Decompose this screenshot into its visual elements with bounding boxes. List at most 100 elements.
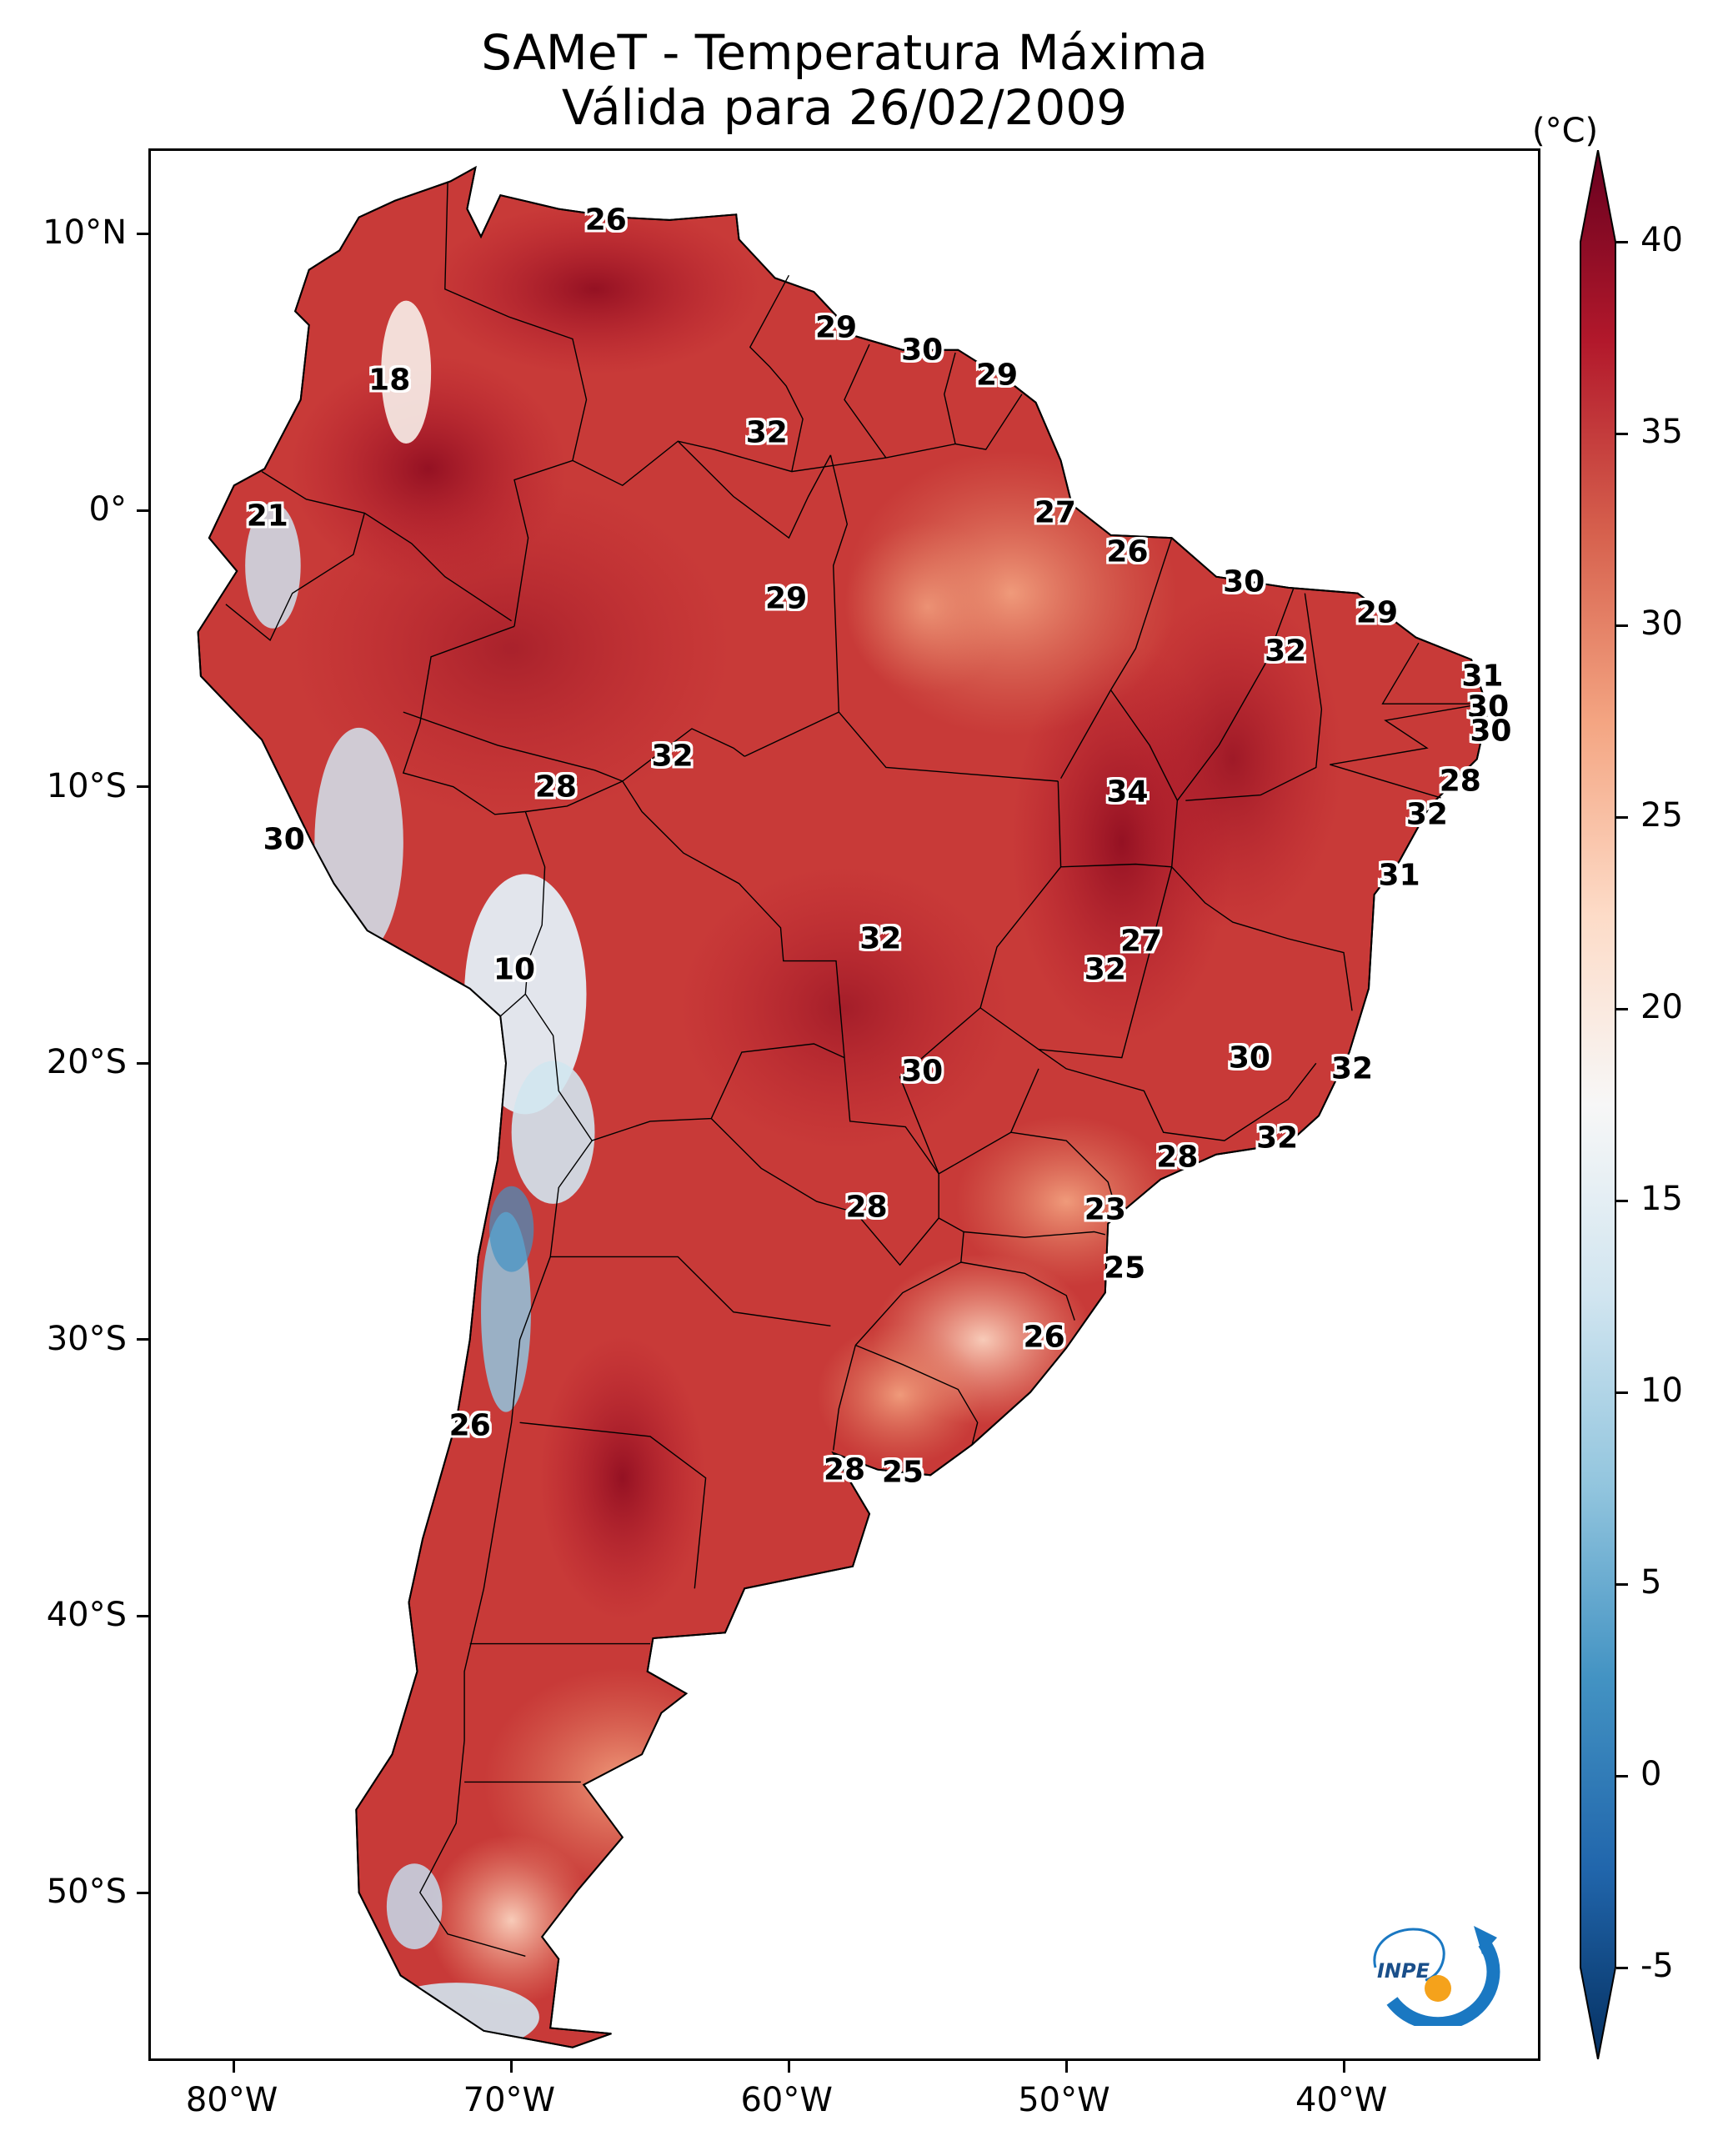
border-state-ne (1330, 642, 1483, 799)
border-guiana-brazil (572, 394, 1023, 487)
logo-text: INPE (1377, 1959, 1430, 1983)
lat-label: 30°S (46, 1319, 127, 1358)
hot-core-amazon-west (289, 477, 734, 820)
contour-label: 30 (1467, 689, 1510, 724)
lon-label: 40°W (1295, 2081, 1388, 2119)
border-guyana-suriname (844, 343, 887, 459)
contour-label: 21 (246, 499, 288, 534)
coldest-andes (489, 1186, 534, 1272)
border-state-sp-pr (1010, 1131, 1117, 1211)
hot-core-argentina (538, 1335, 706, 1622)
lat-label: 50°S (46, 1873, 127, 1912)
hot-core-venezuela (428, 203, 762, 375)
cold-peru-andes (314, 727, 403, 957)
mild-area-amazon (844, 521, 1011, 693)
lon-tick-mark (510, 2061, 513, 2073)
mild-area-uruguay (816, 1323, 984, 1467)
cold-patagonian-icefield (386, 1863, 443, 1950)
contour-label: 28 (1439, 764, 1481, 799)
contour-label: 32 (651, 739, 694, 774)
border-peru-brazil (402, 625, 526, 815)
cool-colombia-andes (381, 300, 432, 444)
contour-label: 32 (1256, 1121, 1299, 1156)
border-uruguay-argentina (833, 1345, 856, 1451)
colorbar-tick-mark (1616, 240, 1628, 243)
colorbar-tick-mark (1616, 624, 1628, 627)
lon-tick-mark (233, 2061, 236, 2073)
cold-ecuador-andes (245, 502, 301, 629)
border-suriname-guiana (944, 352, 956, 444)
contour-label: 32 (745, 415, 788, 450)
border-brazil-colombia (513, 459, 573, 627)
contour-label: 26 (448, 1408, 491, 1443)
border-state-amazonas-para (829, 454, 849, 713)
contour-label: 32 (1084, 952, 1126, 987)
lon-label: 70°W (463, 2081, 556, 2119)
hot-core-pantanal (678, 865, 1011, 1151)
border-state-pr-sc (964, 1231, 1105, 1238)
colorbar-tick-mark (1616, 1391, 1628, 1394)
lat-label: 10°S (46, 766, 127, 805)
lon-label: 80°W (185, 2081, 278, 2119)
contour-label: 23 (1084, 1192, 1126, 1227)
contour-label: 25 (881, 1455, 924, 1490)
contour-label: 29 (1355, 595, 1399, 630)
colorbar-body (1580, 150, 1616, 2059)
contour-label: 26 (1023, 1320, 1065, 1355)
contour-label: 32 (1405, 797, 1448, 832)
country-borders (225, 181, 1483, 1957)
border-state-ms-sp (899, 1007, 1039, 1175)
cold-puna (511, 1060, 595, 1204)
contour-label: 30 (901, 1054, 944, 1089)
colorbar-tick-label: 5 (1640, 1563, 1662, 1602)
border-peru-bolivia (499, 811, 546, 1017)
lat-label: 20°S (46, 1043, 127, 1082)
contour-label: 34 (1106, 775, 1149, 810)
map-frame (148, 148, 1540, 2061)
lon-tick-mark (787, 2061, 790, 2073)
lon-label: 60°W (740, 2081, 833, 2119)
contour-label: 32 (1330, 1051, 1374, 1086)
south-america-land (197, 165, 1490, 2048)
lat-tick-mark (137, 1061, 148, 1065)
border-brazil-bolivia (525, 780, 845, 1058)
border-paraguay-argentina (710, 1118, 939, 1266)
contour-label: 27 (1120, 924, 1163, 959)
contour-label: 30 (901, 333, 944, 368)
contour-label: 25 (1104, 1251, 1146, 1286)
border-state-sc-rs (960, 1261, 1075, 1321)
border-venezuela-guyana (749, 274, 804, 472)
colorbar (1580, 150, 1616, 2059)
lat-tick-mark (137, 232, 148, 235)
map-subtitle: Válida para 26/02/2009 (561, 79, 1128, 136)
border-chile-bolivia-argentina (418, 994, 594, 1957)
contour-label: 30 (263, 822, 305, 857)
lat-tick-mark (137, 1614, 148, 1617)
colorbar-unit: (°C) (1532, 112, 1599, 150)
border-argentina-provinces-2 (519, 1421, 707, 1589)
colorbar-tick-mark (1616, 1199, 1628, 1202)
border-argentina-provinces (550, 1256, 831, 1326)
contour-label: 28 (845, 1190, 888, 1225)
cool-area-south-patagonia (428, 1834, 595, 2007)
contour-label: 29 (814, 310, 858, 345)
colorbar-tick-mark (1616, 815, 1628, 819)
contour-label: 30 (1470, 714, 1512, 749)
colorbar-tick-mark (1616, 1582, 1628, 1586)
border-state-amazonas-acre (403, 711, 624, 782)
lat-tick-mark (137, 785, 148, 789)
colorbar-tick-mark (1616, 1774, 1628, 1777)
contour-label: 26 (584, 203, 627, 238)
contour-label: 32 (1265, 634, 1307, 669)
lat-tick-mark (137, 1338, 148, 1341)
colorbar-tick-label: 40 (1640, 221, 1683, 259)
lat-label: 40°S (46, 1596, 127, 1635)
border-state-amazonas-rondonia (622, 728, 745, 782)
border-paraguay-brazil (844, 1057, 939, 1218)
contour-label: 32 (859, 921, 902, 956)
contour-label: 29 (765, 581, 808, 616)
border-colombia-peru-ecuador (261, 471, 512, 622)
border-state-mg (1038, 1049, 1317, 1141)
lat-label: 0° (88, 490, 127, 529)
contour-label: 28 (823, 1452, 866, 1487)
